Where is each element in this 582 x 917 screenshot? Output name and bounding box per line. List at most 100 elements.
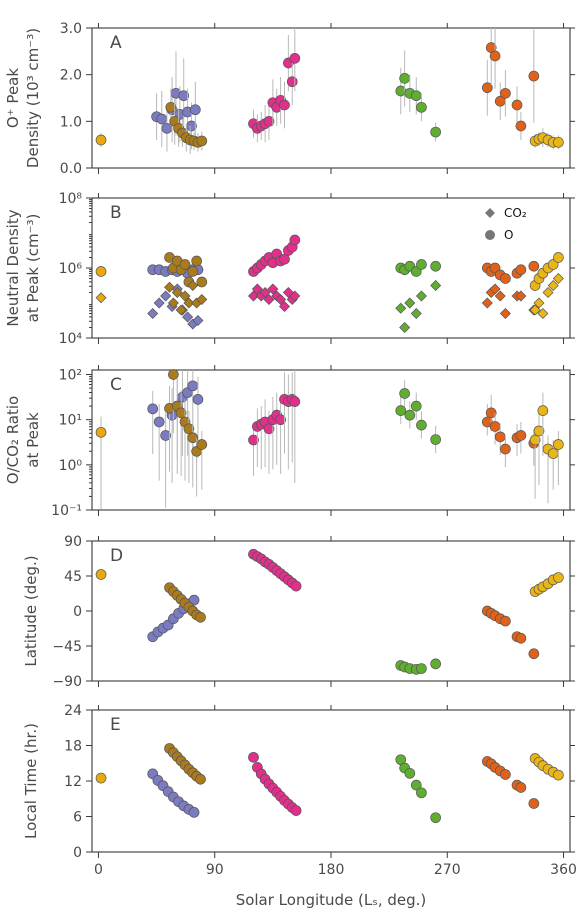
data-point [156, 113, 168, 125]
y-tick-label: 10⁶ [59, 261, 83, 277]
y-tick-label: 10⁴ [59, 331, 83, 347]
series-pink [247, 283, 301, 312]
series-green [395, 379, 441, 454]
data-point [399, 388, 410, 399]
panel-e: E 0 6 12 18 24 0 90 180 270 360 Local Time (hr.) [22, 703, 577, 878]
y-tick-label: 10¹ [59, 413, 82, 429]
data-point-diamond [515, 290, 527, 302]
x-tick-label: 0 [94, 862, 103, 878]
x-tick-label: 360 [550, 862, 577, 878]
series-orange [95, 133, 107, 147]
data-point-diamond [399, 322, 411, 333]
data-point [515, 120, 527, 132]
series-purple [147, 370, 204, 508]
y-tick-label: 18 [64, 739, 82, 755]
y-axis-label: Density (10³ cm⁻³) [24, 28, 42, 168]
data-point-diamond [481, 297, 493, 309]
data-point-diamond [147, 308, 159, 319]
data-point-diamond [275, 294, 287, 305]
data-point [290, 580, 302, 592]
series-brown [164, 369, 208, 497]
data-point [430, 126, 441, 138]
data-point-diamond [404, 297, 416, 309]
data-point [195, 773, 206, 785]
data-point-diamond [533, 297, 545, 309]
data-point [500, 443, 511, 455]
y-axis-label: Local Time (hr.) [22, 723, 40, 839]
series-redorange [481, 756, 540, 809]
data-point-diamond [196, 294, 208, 305]
data-point-diamond [278, 301, 290, 312]
data-point [95, 772, 107, 784]
data-point [515, 632, 527, 644]
data-point [511, 99, 523, 111]
series-brown [164, 743, 206, 785]
series-yellow [529, 273, 564, 319]
y-tick-label: 10⁸ [59, 191, 83, 207]
data-point [528, 648, 540, 660]
data-point [95, 134, 107, 146]
data-point [430, 658, 441, 670]
data-point-diamond [179, 290, 191, 302]
series-purple [151, 51, 201, 152]
data-point [279, 99, 290, 111]
series-yellow [529, 753, 564, 781]
y-tick-label: −90 [52, 674, 82, 690]
data-point-diamond [494, 290, 506, 302]
data-point [537, 405, 549, 416]
data-point-diamond [95, 292, 107, 304]
panel-b: B 10⁴ 10⁶ 10⁸ Neutral Density at Peak (cm⁻³) C… [4, 191, 575, 347]
series-redorange [481, 28, 540, 140]
y-tick-label: 6 [73, 810, 82, 826]
series-green [395, 754, 441, 824]
y-axis-label: O/CO₂ Ratio [4, 396, 22, 484]
series-pink [248, 234, 301, 277]
y-tick-label: 45 [64, 569, 82, 585]
data-point [528, 70, 540, 82]
series-yellow [529, 128, 564, 150]
series-yellow [529, 252, 564, 291]
data-point [430, 260, 441, 272]
series-redorange [481, 394, 540, 468]
panel-label: E [110, 715, 121, 735]
series-brown [164, 252, 208, 288]
data-point-diamond [263, 294, 275, 305]
x-tick-label: 90 [206, 862, 224, 878]
series-brown [165, 88, 208, 154]
data-point [489, 50, 501, 62]
series-purple [147, 768, 200, 818]
data-point [404, 409, 416, 421]
panel-d: D −90 −45 0 45 90 Latitude (deg.) [22, 534, 575, 690]
x-tick-label: 270 [434, 862, 461, 878]
data-point [195, 611, 206, 623]
data-point [528, 260, 540, 272]
data-point [147, 403, 159, 415]
data-point [416, 787, 427, 799]
data-point [187, 432, 199, 444]
data-point-diamond [547, 280, 559, 291]
data-point [416, 259, 427, 270]
panel-a: A 0.0 1.0 2.0 3.0 O⁺ Peak Density (10³ cm⁻³) [4, 21, 575, 177]
data-point-diamond [251, 283, 263, 295]
series-redorange [481, 260, 540, 284]
data-point [430, 812, 441, 824]
data-point [191, 255, 202, 267]
legend-marker-diamond [485, 208, 495, 218]
y-tick-label: 12 [64, 774, 82, 790]
y-tick-label: 0.0 [60, 161, 82, 177]
data-point [160, 430, 171, 441]
data-point-diamond [171, 287, 183, 298]
data-point-diamond [259, 287, 271, 298]
data-point [430, 434, 441, 445]
data-point [489, 421, 501, 432]
series-pink [248, 370, 301, 483]
data-point [289, 52, 301, 64]
data-point-diamond [415, 290, 427, 302]
series-orange [95, 292, 107, 304]
data-point-diamond [529, 304, 541, 316]
y-axis-label: O⁺ Peak [4, 68, 22, 128]
data-point [279, 253, 290, 265]
panel-label: C [110, 375, 122, 395]
data-point [175, 407, 187, 419]
data-point [410, 400, 422, 412]
